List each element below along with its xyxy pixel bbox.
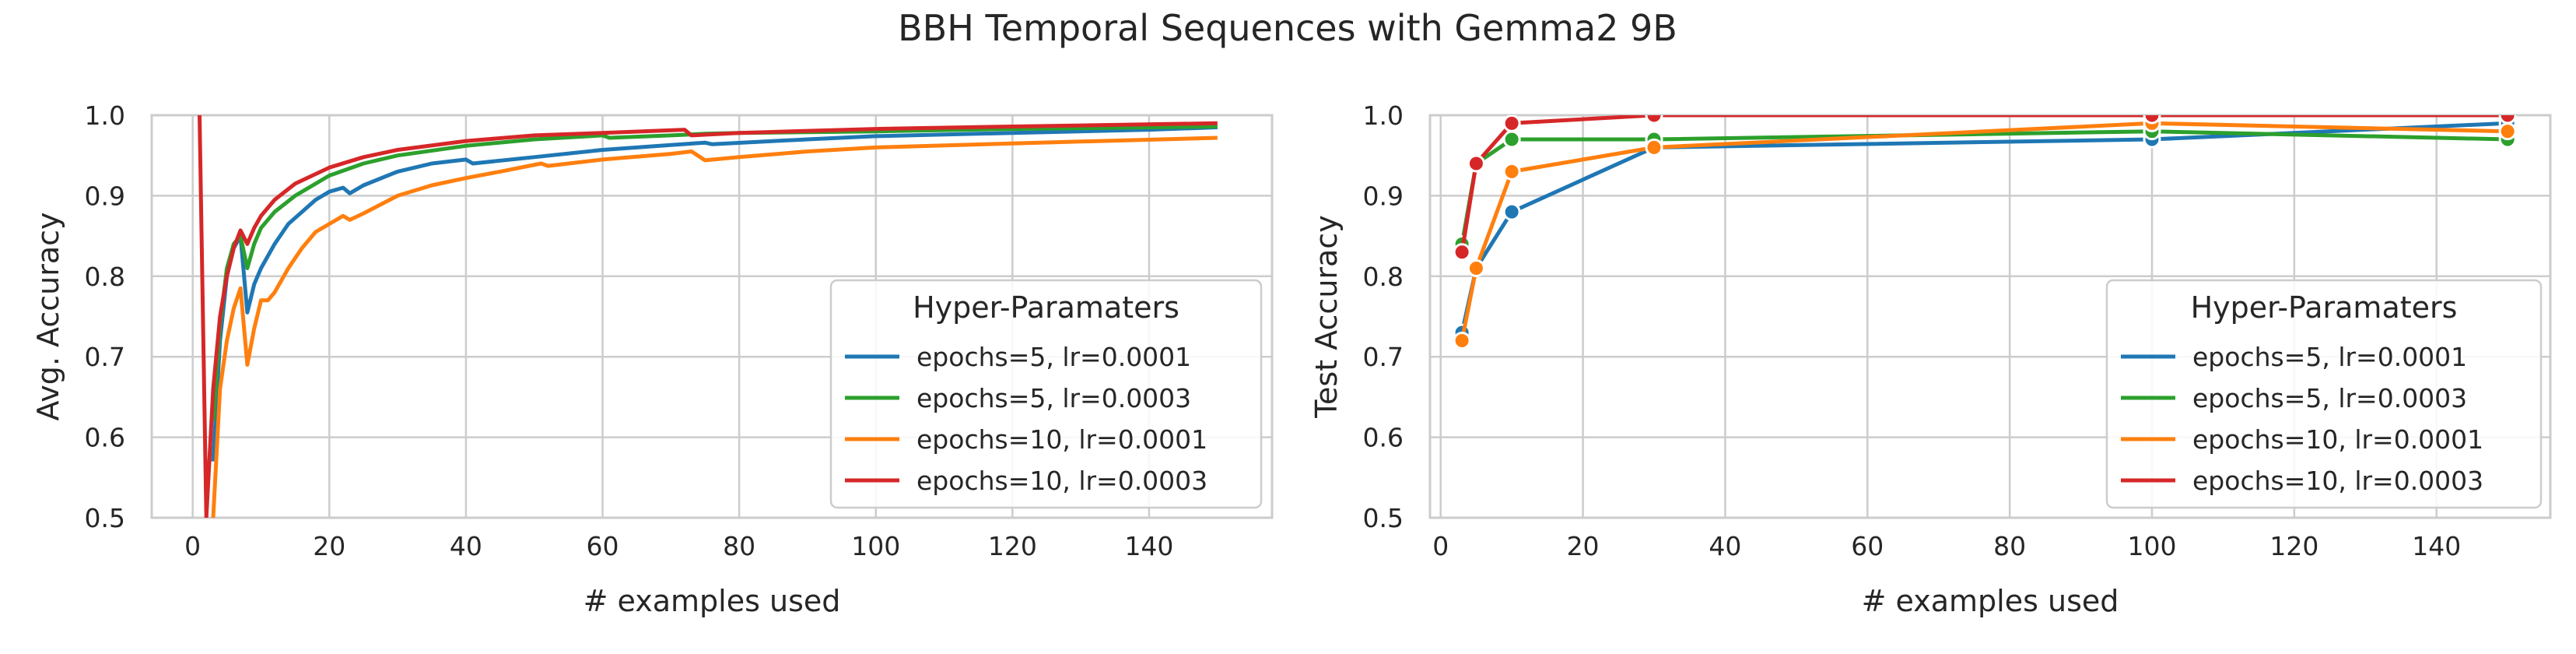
y-tick-label: 0.9 <box>1363 181 1404 211</box>
x-tick-label: 40 <box>1709 531 1741 561</box>
data-point <box>2498 115 2517 125</box>
legend-label: epochs=10, lr=0.0003 <box>916 466 1207 496</box>
x-tick-label: 0 <box>184 531 201 561</box>
series-line-3 <box>211 135 1218 518</box>
x-tick-label: 100 <box>851 531 900 561</box>
legend: Hyper-Paramaters epochs=5, lr=0.0001 epoch… <box>2105 279 2543 509</box>
y-tick-label: 0.7 <box>85 342 125 372</box>
y-axis-label: Avg. Accuracy <box>31 212 65 420</box>
series-line-4 <box>1460 115 2508 253</box>
data-point <box>1645 138 1663 156</box>
data-point <box>2143 115 2161 125</box>
y-tick-label: 0.6 <box>1363 423 1404 453</box>
y-tick-label: 0.5 <box>85 503 125 533</box>
legend-label: epochs=5, lr=0.0001 <box>2192 342 2467 372</box>
x-tick-label: 20 <box>313 531 345 561</box>
x-tick-label: 140 <box>1124 531 1173 561</box>
y-tick-label: 1.0 <box>85 100 125 131</box>
x-tick-label: 20 <box>1567 531 1600 561</box>
data-point <box>1453 243 1471 262</box>
x-tick-label: 80 <box>723 531 755 561</box>
x-tick-label: 0 <box>1432 531 1449 561</box>
series-group <box>198 115 1218 518</box>
x-tick-label: 80 <box>1993 531 2026 561</box>
x-tick-label: 40 <box>450 531 482 561</box>
y-tick-label: 0.9 <box>85 181 125 211</box>
data-point <box>1502 130 1521 149</box>
y-tick-label: 0.5 <box>1363 503 1404 533</box>
x-tick-label: 120 <box>988 531 1037 561</box>
x-tick-label: 100 <box>2128 531 2177 561</box>
x-tick-label: 60 <box>1851 531 1884 561</box>
y-tick-label: 0.6 <box>85 423 125 453</box>
chart-panel-1: 0 20 40 60 80 100 120 140 0.5 0.6 0.7 0.8 0.9 1.0 # ex… <box>31 100 1274 618</box>
y-axis-label: Test Accuracy <box>1309 215 1344 418</box>
chart-panel-2: 0 20 40 60 80 100 120 140 0.5 0.6 0.7 0.8 0.9 1.0 # ex… <box>1309 100 2552 618</box>
x-tick-label: 140 <box>2412 531 2461 561</box>
data-point <box>1645 115 1663 125</box>
data-point <box>1502 202 1521 221</box>
data-point <box>2498 122 2517 141</box>
legend-title: Hyper-Paramaters <box>2191 290 2458 325</box>
legend-box <box>2105 279 2543 509</box>
legend-label: epochs=5, lr=0.0001 <box>916 342 1191 372</box>
legend-title: Hyper-Paramaters <box>913 290 1179 325</box>
plot-frame <box>150 114 1274 519</box>
series-line-2 <box>1460 129 2508 244</box>
x-tick-label: 120 <box>2269 531 2318 561</box>
legend-label: epochs=5, lr=0.0003 <box>916 383 1191 413</box>
x-tick-label: 60 <box>587 531 619 561</box>
y-tick-label: 0.8 <box>1363 262 1404 292</box>
series-group <box>1453 115 2517 350</box>
data-point <box>1467 154 1485 173</box>
legend-label: epochs=10, lr=0.0003 <box>2192 466 2483 496</box>
y-tick-label: 0.8 <box>85 262 125 292</box>
series-line-1 <box>211 125 1218 462</box>
legend: Hyper-Paramaters epochs=5, lr=0.0001 epoch… <box>829 279 1263 509</box>
legend-box <box>829 279 1263 509</box>
data-point <box>1453 332 1471 350</box>
y-tick-label: 1.0 <box>1363 100 1404 131</box>
x-axis-label: # examples used <box>584 584 841 618</box>
data-point <box>1502 115 1521 132</box>
x-axis-label: # examples used <box>1862 584 2119 618</box>
legend-label: epochs=10, lr=0.0001 <box>2192 424 2483 455</box>
y-tick-label: 0.7 <box>1363 342 1404 372</box>
data-point <box>1502 162 1521 181</box>
legend-label: epochs=10, lr=0.0001 <box>916 424 1207 455</box>
series-line-3 <box>1460 121 2508 341</box>
data-point <box>1467 258 1485 277</box>
figure-title: BBH Temporal Sequences with Gemma2 9B <box>898 7 1677 49</box>
series-line-4 <box>198 115 1218 518</box>
legend-label: epochs=5, lr=0.0003 <box>2192 383 2467 413</box>
